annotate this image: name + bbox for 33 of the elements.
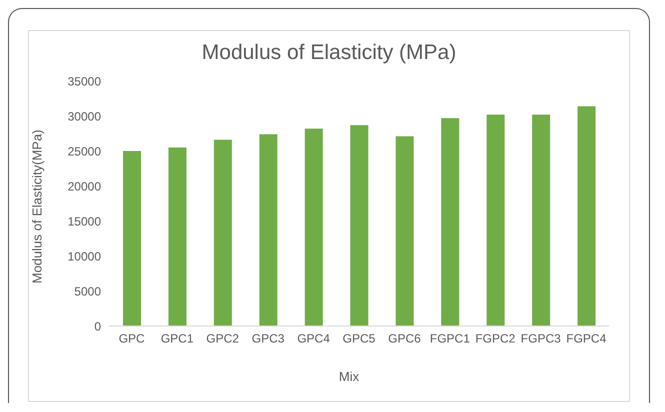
y-tick-label: 35000 — [68, 74, 102, 88]
bar — [214, 140, 232, 326]
x-tick-label: FGPC1 — [430, 332, 470, 346]
y-tick-label: 10000 — [68, 249, 102, 264]
bar — [578, 106, 596, 326]
bar — [486, 114, 505, 326]
x-tick-label: FGPC3 — [520, 332, 562, 346]
y-tick-label: 25000 — [68, 144, 102, 158]
x-tick-label: FGPC4 — [566, 332, 607, 346]
x-tick-label: FGPC2 — [475, 332, 516, 346]
bar — [441, 118, 460, 326]
x-tick-label: GPC2 — [206, 332, 240, 346]
y-tick-label: 20000 — [68, 179, 102, 194]
x-tick-label: GPC1 — [160, 332, 194, 346]
y-axis-title: Modulus of Elasticity(MPa) — [30, 130, 45, 284]
bar — [532, 114, 550, 326]
bar — [396, 136, 414, 326]
x-tick-label: GPC3 — [252, 332, 285, 346]
y-tick-label: 5000 — [74, 284, 102, 298]
x-tick-label: GPC4 — [297, 332, 330, 346]
bar — [168, 148, 186, 326]
bar — [123, 151, 141, 326]
bar — [304, 128, 323, 326]
x-tick-label: GPC6 — [388, 332, 422, 346]
x-tick-label: GPC5 — [342, 332, 376, 346]
x-axis-title: Mix — [338, 369, 360, 384]
x-tick-label: GPC — [118, 332, 146, 346]
bar — [259, 134, 278, 326]
y-tick-label: 0 — [94, 319, 102, 334]
y-tick-label: 30000 — [68, 109, 102, 124]
chart-title: Modulus of Elasticity (MPa) — [200, 41, 458, 65]
bar — [350, 125, 368, 326]
y-tick-label: 15000 — [68, 214, 102, 228]
